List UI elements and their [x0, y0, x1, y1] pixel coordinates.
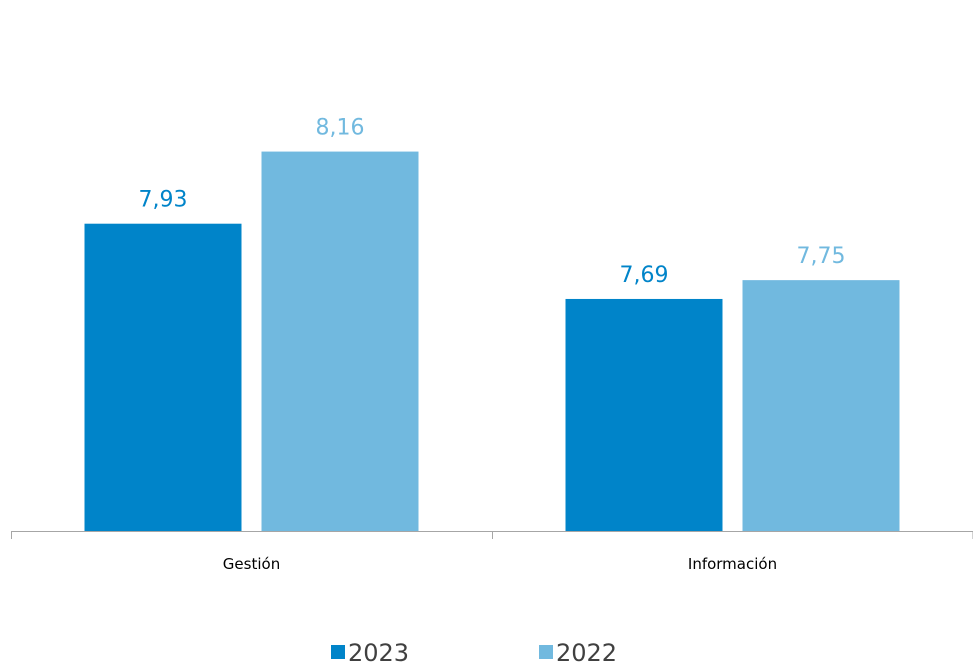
category-label-información: Información	[688, 555, 777, 573]
x-axis	[11, 531, 973, 539]
value-labels-group: 7,93 8,16 7,69 7,75	[139, 116, 846, 288]
legend-swatch-2022	[539, 645, 553, 659]
value-label-2023-gestión: 7,93	[139, 188, 188, 213]
bar-2023-información	[565, 298, 723, 531]
bars-group	[84, 151, 900, 532]
legend-swatch-2023	[331, 645, 345, 659]
bar-2022-gestión	[261, 151, 419, 532]
category-labels-group: Gestión Información	[223, 555, 777, 573]
category-label-gestión: Gestión	[223, 555, 280, 573]
value-label-2022-información: 7,75	[797, 244, 846, 269]
legend-label-2022: 2022	[556, 639, 617, 667]
value-label-2022-gestión: 8,16	[316, 116, 365, 141]
bar-2023-gestión	[84, 223, 242, 531]
bar-2022-información	[742, 280, 900, 531]
value-label-2023-información: 7,69	[620, 263, 669, 288]
legend: 2023 2022	[331, 639, 617, 667]
legend-label-2023: 2023	[348, 639, 409, 667]
